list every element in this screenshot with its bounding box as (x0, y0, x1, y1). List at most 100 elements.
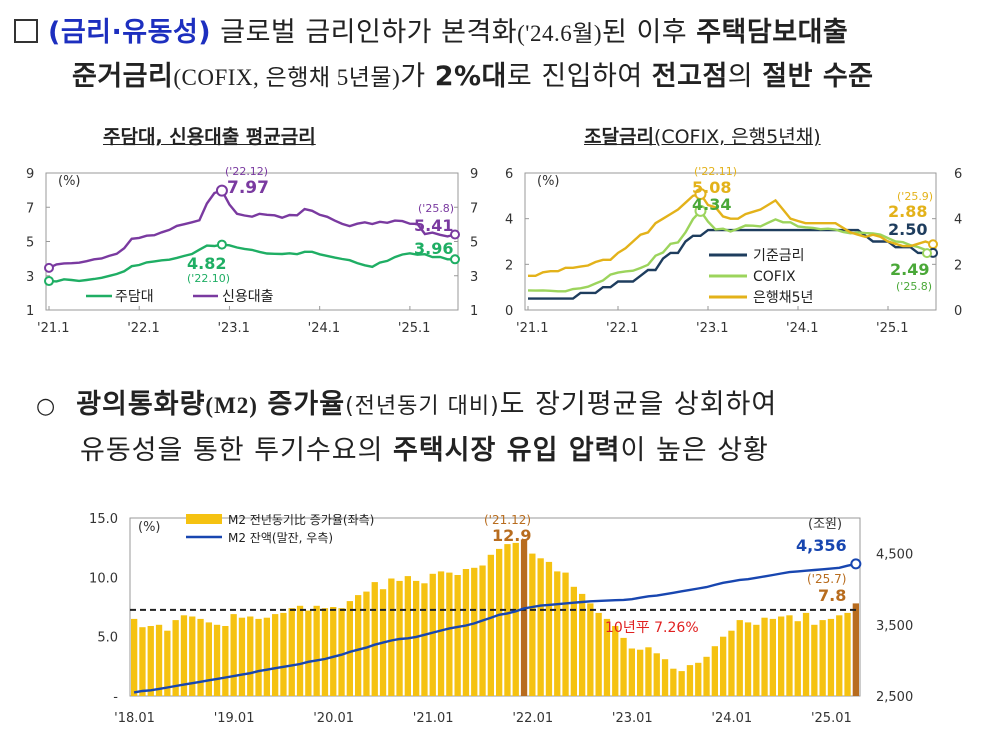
bar-m2-growth (180, 615, 188, 696)
series-bond5y-line (528, 192, 934, 278)
heading-line-1: (금리·유동성) 글로벌 금리인하가 본격화('24.6월)된 이후 주택담보대… (14, 10, 848, 49)
y-tick-left: 1 (26, 304, 34, 319)
bond-end-marker (928, 239, 938, 250)
bar-m2-growth (686, 665, 694, 696)
annotation-period: ('25.7) (807, 572, 846, 586)
bar-m2-growth (131, 618, 138, 696)
y-tick-left: 3 (26, 270, 34, 285)
legend-label: 주담대 (115, 289, 154, 305)
bar-m2-growth (678, 671, 685, 696)
heading-text-2: 된 이후 (602, 17, 697, 48)
bar-m2-growth (222, 626, 229, 696)
bar-m2-growth (645, 647, 652, 696)
y-tick-left: 6 (505, 167, 513, 182)
y-tick-right: 3 (470, 270, 478, 285)
bar-m2-growth (388, 578, 395, 696)
bar-m2-growth (736, 620, 743, 696)
credit-peak-marker (215, 184, 228, 197)
annotation-period: ('25.9) (897, 190, 933, 203)
bar-m2-growth (570, 586, 577, 696)
bar-m2-growth (371, 582, 378, 696)
bar-m2-growth (255, 618, 262, 696)
bar-m2-growth (670, 668, 677, 696)
bar-m2-growth (454, 575, 461, 696)
paragraph-line-1: ○ 광의통화량(M2) 증가율(전년동기 대비)도 장기평균을 상회하여 (36, 382, 777, 421)
bar-m2-growth (811, 624, 818, 696)
bar-m2-growth (321, 608, 329, 696)
para-text-3: 이 높은 상황 (620, 435, 769, 466)
unit-label: (%) (537, 174, 560, 189)
bar-m2-growth (213, 624, 221, 696)
annotation-period: ('22.11) (694, 165, 737, 178)
heading-keyword-5: 절반 수준 (762, 61, 874, 92)
y-tick-right: 9 (470, 167, 478, 182)
annotation-value: 2.50 (888, 220, 927, 239)
bar-m2-growth (612, 626, 619, 696)
chart1-title: 주담대, 신용대출 평균금리 (103, 126, 316, 148)
bar-m2-growth (330, 607, 337, 696)
bar-m2-growth (587, 603, 594, 696)
bar-m2-growth (288, 608, 295, 696)
credit-start-marker (44, 262, 54, 273)
bar-m2-growth (471, 567, 478, 696)
bar-m2-growth (197, 618, 204, 696)
y-tick-right: 2,500 (876, 690, 913, 705)
bar-m2-growth (139, 627, 146, 696)
bar-m2-growth (496, 548, 503, 696)
annotation-value: 4.34 (692, 195, 731, 214)
cofix-end-marker (922, 248, 932, 259)
annotation-value: 7.8 (818, 586, 846, 605)
annotation-period: ('21.12) (484, 513, 531, 527)
x-tick-label: '20.01 (313, 711, 354, 726)
bar-m2-growth (247, 616, 254, 696)
chart2-title: 조달금리(COFIX, 은행5년채) (584, 122, 821, 149)
y-tick-right: 1 (470, 304, 478, 319)
bar-m2-growth (437, 571, 445, 696)
series-m2-balance-line (133, 562, 857, 694)
bar-m2-growth (554, 571, 561, 696)
bond-peak-marker (694, 188, 707, 201)
bar-m2-growth (778, 616, 785, 696)
y-tick-right: 7 (470, 201, 478, 216)
bar-m2-growth (653, 653, 660, 696)
heading-note: (COFIX, 은행채 5년물) (173, 65, 401, 90)
annotation-period: ('22.12) (225, 165, 268, 178)
y-tick-right: 4,500 (876, 548, 913, 563)
mortgage-peak-marker (216, 239, 227, 250)
bar-m2-growth (413, 580, 420, 696)
bar-m2-growth (703, 656, 710, 696)
y-tick-left: 2 (505, 258, 513, 273)
bar-m2-growth (620, 637, 627, 696)
bar-m2-growth (786, 615, 793, 696)
series-mortgage-line (48, 243, 455, 283)
y-tick-right: 3,500 (876, 619, 913, 634)
series-cofix-line (527, 208, 934, 293)
chart-m2-growth: - 5.0 10.0 15.0 2,500 3,500 4,500 (%) (조원) '18.01… (89, 512, 913, 726)
bar-m2-growth (355, 595, 362, 696)
bar-m2-growth (313, 605, 320, 696)
heading-text-3: 가 (400, 61, 435, 92)
bar-m2-growth (744, 622, 752, 696)
x-tick-label: '21.1 (516, 321, 549, 336)
bullet-icon: ○ (36, 394, 57, 419)
chart-funding-rates: 0 0 2 2 4 4 6 6 (%) '21.1 '22.1 '23.1 '24.1 '25.1 ('22… (505, 165, 962, 336)
bar-m2-growth (661, 659, 669, 696)
checkbox-icon (14, 19, 38, 43)
y-tick-left: 10.0 (89, 571, 118, 586)
bar-m2-growth (695, 662, 702, 696)
x-tick-label: '22.01 (512, 711, 553, 726)
bar-m2-growth (637, 649, 644, 696)
bar-m2-growth (545, 561, 553, 696)
para-text: 도 장기평균을 상회하여 (499, 389, 778, 420)
bar-m2-growth (579, 593, 586, 696)
bar-m2-growth (819, 620, 826, 696)
bar-m2-growth (794, 621, 801, 696)
x-tick-label: '23.1 (217, 321, 250, 336)
legend-label: M2 전년동기比 증가율(좌측) (228, 513, 374, 527)
unit-left: (%) (138, 520, 161, 535)
heading-keyword-2: 준거금리 (72, 61, 174, 92)
annotation-value: 2.49 (890, 260, 929, 279)
bar-m2-growth (802, 612, 810, 696)
x-tick-label: '25.1 (876, 321, 909, 336)
y-tick-right: 4 (954, 213, 962, 228)
